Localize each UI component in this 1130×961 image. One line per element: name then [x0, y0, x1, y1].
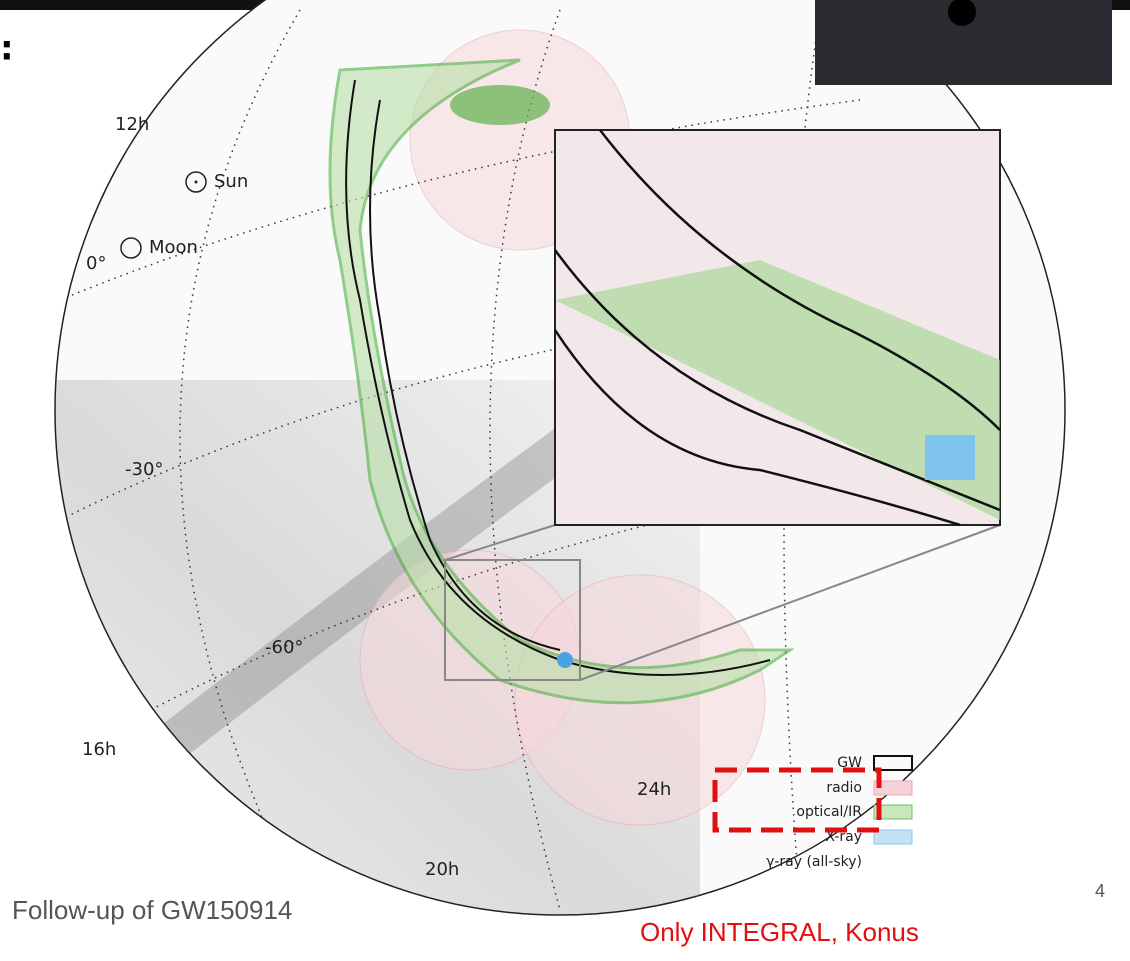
legend-label: radio [826, 780, 862, 796]
ra-label: 16h [82, 739, 116, 760]
marker-label: Moon [149, 237, 198, 258]
ra-label: 24h [637, 779, 671, 800]
slide: : Sun Moon 12h 16h 20h 24h [0, 0, 1130, 961]
ra-label: 20h [425, 859, 459, 880]
dec-label: -60° [265, 637, 303, 658]
marker-label: Sun [214, 171, 248, 192]
caption: Follow-up of GW150914 [12, 895, 292, 925]
ra-label: 12h [115, 114, 149, 135]
dec-label: 0° [86, 253, 106, 274]
legend-label: optical/IR [796, 804, 862, 820]
annotation: Only INTEGRAL, Konus [640, 917, 919, 947]
dec-label: -30° [125, 459, 163, 480]
legend-swatch [874, 830, 912, 844]
title-fragment: : [0, 29, 14, 69]
page-number: 4 [1095, 881, 1105, 901]
sun-dot [195, 181, 198, 184]
inset [555, 130, 1000, 525]
legend-label: γ-ray (all-sky) [766, 854, 862, 870]
